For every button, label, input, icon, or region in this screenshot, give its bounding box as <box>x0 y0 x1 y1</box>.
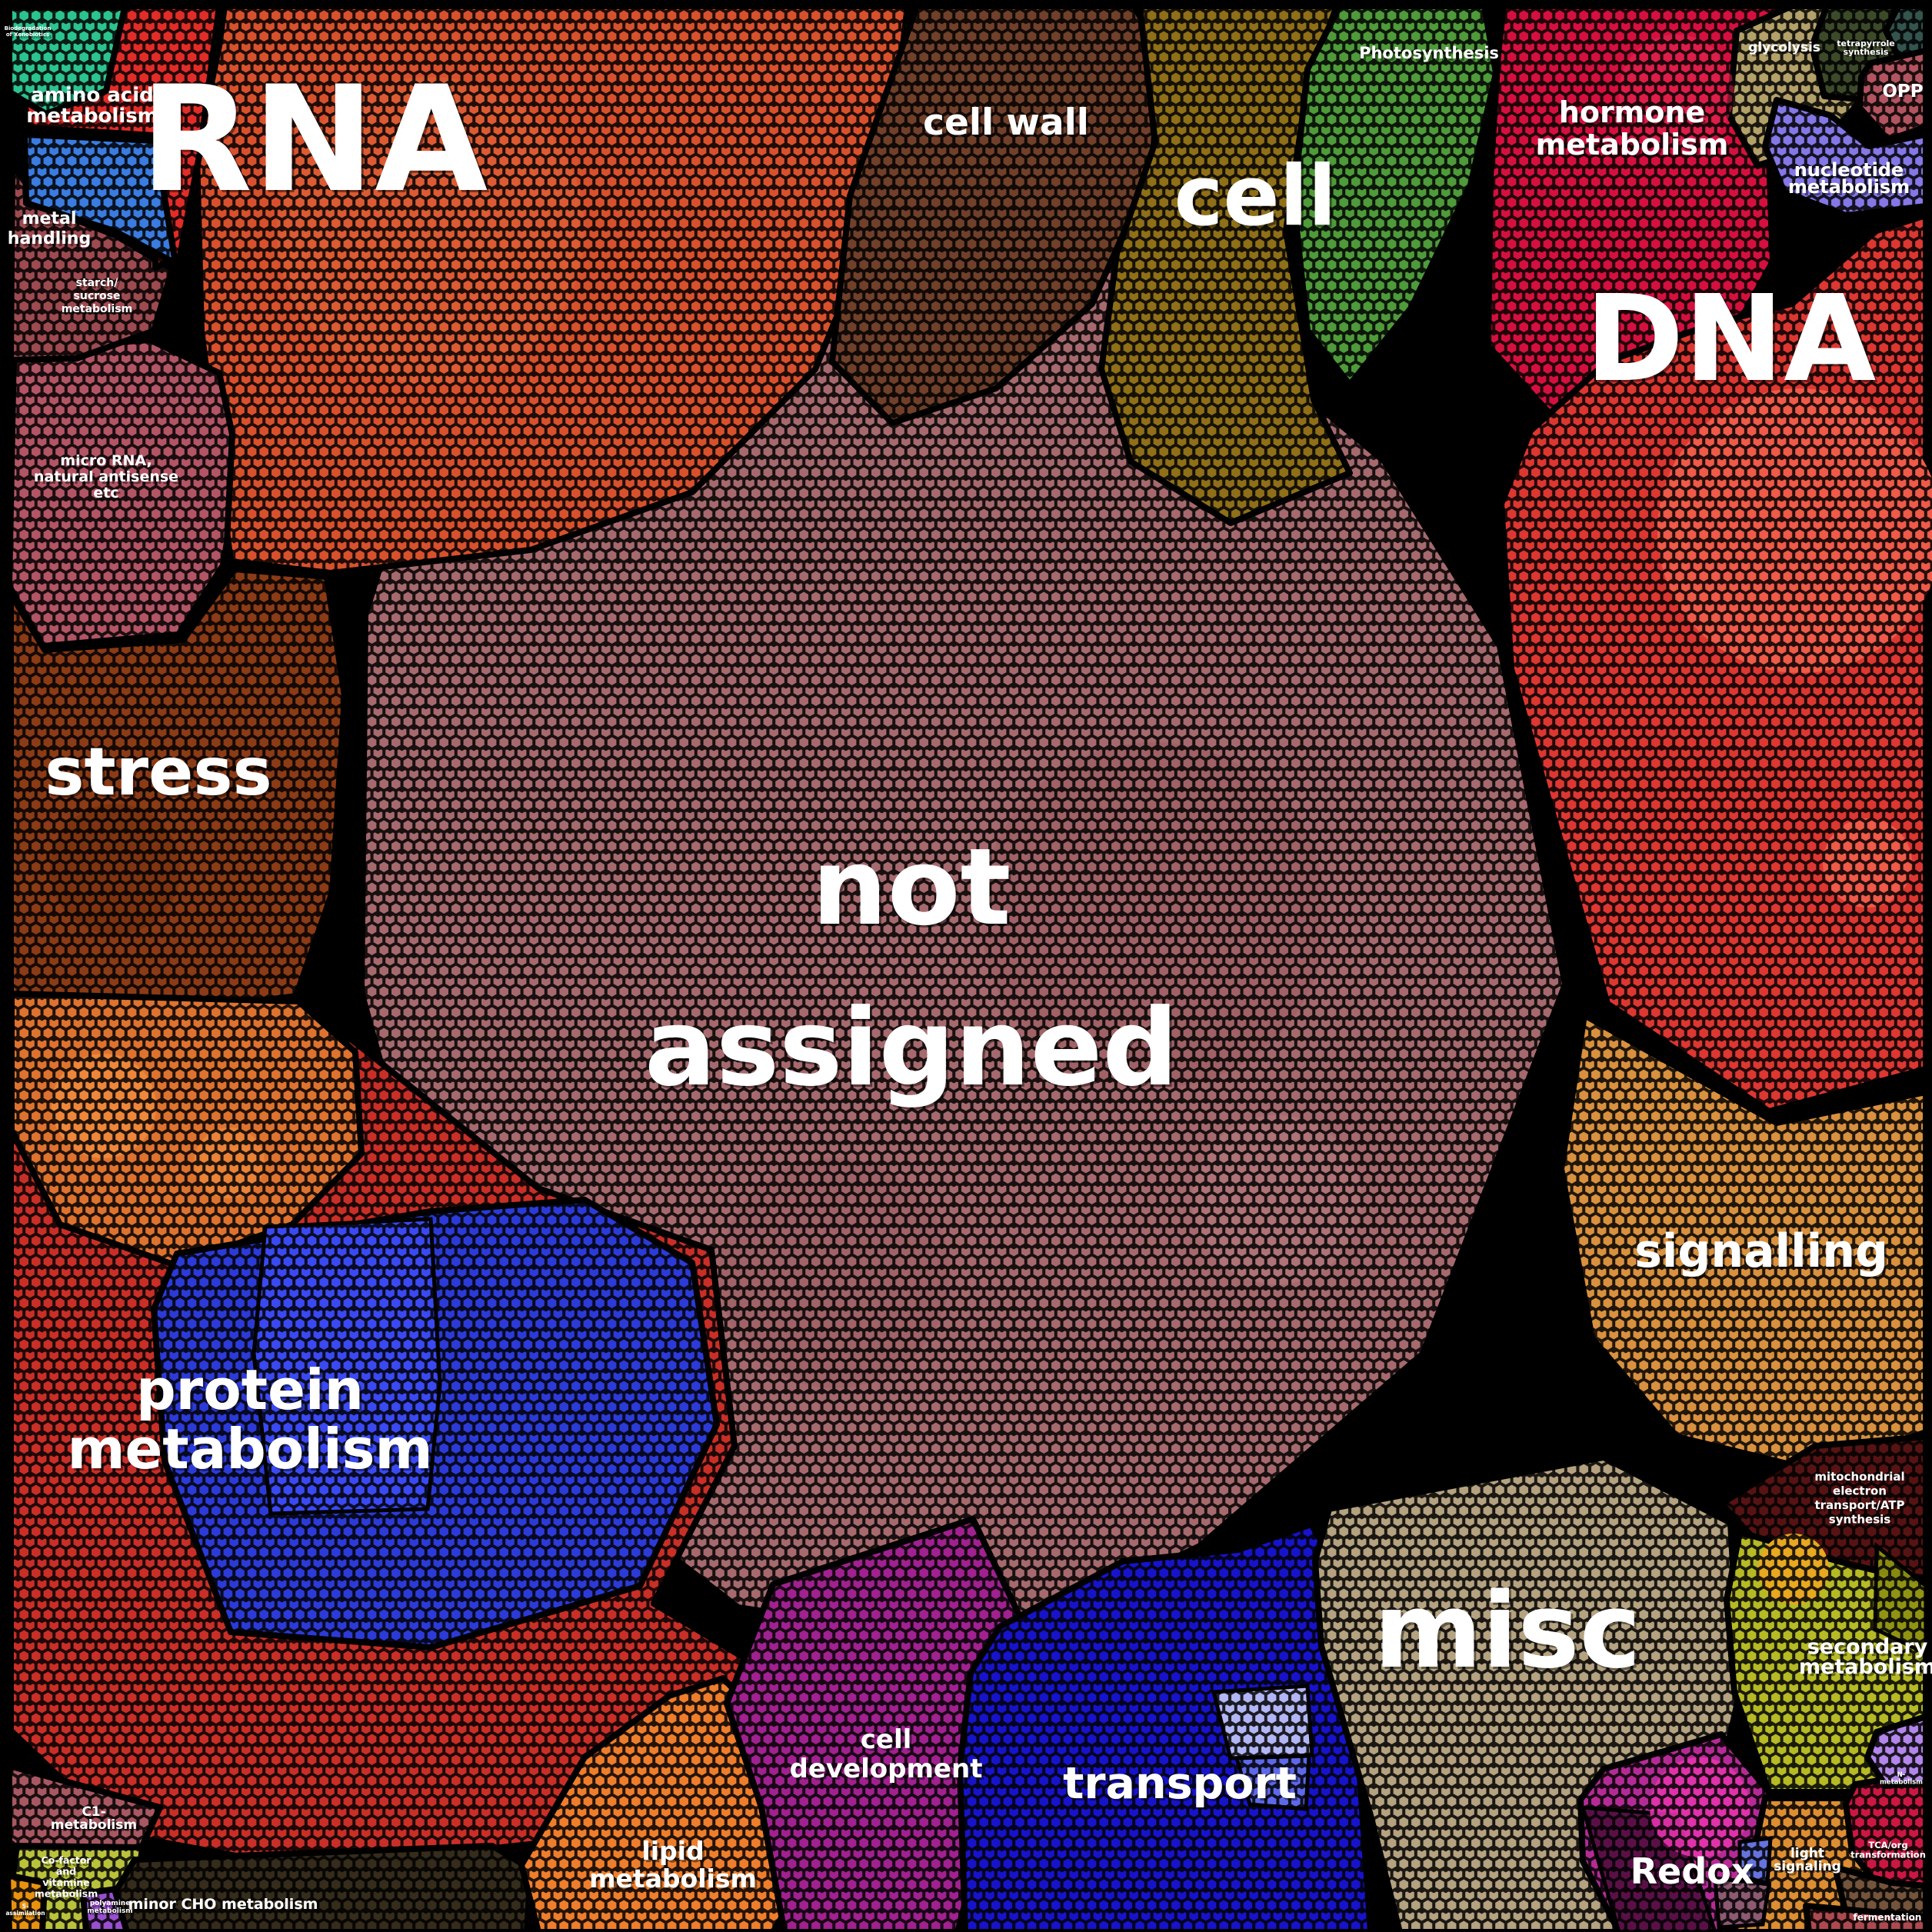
label-micro-rna: micro RNA, natural antisense etc <box>34 452 178 501</box>
label-s-assimilation: S-assimilation <box>5 1903 45 1917</box>
label-cell: cell <box>1174 148 1336 245</box>
label-dna: DNA <box>1585 269 1876 408</box>
label-signalling: signalling <box>1634 1224 1888 1278</box>
label-stress: stress <box>45 734 271 811</box>
label-polyamine-metabolism: polyamine metabolism <box>87 1900 132 1915</box>
label-hormone-metabolism: hormone metabolism <box>1536 95 1729 162</box>
label-fermentation: fermentation <box>1854 1912 1922 1923</box>
label-cell-wall: cell wall <box>923 102 1089 144</box>
label-rna: RNA <box>140 55 488 225</box>
label-opp: OPP <box>1882 82 1923 102</box>
region-minor-cho-metabolism[interactable] <box>112 1843 534 1932</box>
label-not-assigned: not assigned <box>645 825 1178 1110</box>
label-lipid-metabolism: lipid metabolism <box>589 1836 757 1894</box>
label-transport: transport <box>1063 1758 1297 1809</box>
label-cell-development: cell development <box>790 1724 983 1784</box>
label-amino-acid-metabolism: amino acid metabolism <box>26 84 158 128</box>
label-protein-metabolism: protein metabolism <box>67 1357 432 1481</box>
label-light-signaling: light signaling <box>1774 1846 1841 1874</box>
label-metal-handling: metal handling <box>8 209 91 248</box>
label-c1-metabolism: C1-metabolism <box>51 1804 137 1833</box>
label-minor-cho-metabolism: minor CHO metabolism <box>128 1896 318 1913</box>
label-secondary-metabolism: secondary metabolism <box>1799 1635 1932 1679</box>
label-misc: misc <box>1374 1571 1641 1691</box>
label-redox: Redox <box>1631 1850 1754 1892</box>
label-cofactor-vitamine-metabolism: Co-factor and vitamine metabolism <box>35 1854 98 1900</box>
label-mitochondrial-electron-transport: mitochondrial electron transport/ATP synthe… <box>1814 1470 1904 1527</box>
region-micro-rna[interactable] <box>6 337 235 649</box>
label-biodegradation-of-xenobiotics: Biodegradation of Xenobiotics <box>5 25 52 38</box>
label-starch-sucrose-metabolism: starch/sucrose metabolism <box>62 277 132 315</box>
label-tetrapyrrole-synthesis: tetrapyrrole synthesis <box>1837 38 1895 57</box>
label-nucleotide-metabolism: nucleotide metabolism <box>1788 159 1910 198</box>
label-n-metabolism: N-metabolism <box>1880 1771 1923 1787</box>
label-photosynthesis: Photosynthesis <box>1359 44 1499 62</box>
label-layer: not assigned RNA cell wall cell Photosynthesi… <box>5 25 1932 1923</box>
label-glycolysis: glycolysis <box>1748 40 1820 55</box>
label-tca-org-transformation: TCA/org transformation <box>1850 1840 1926 1860</box>
